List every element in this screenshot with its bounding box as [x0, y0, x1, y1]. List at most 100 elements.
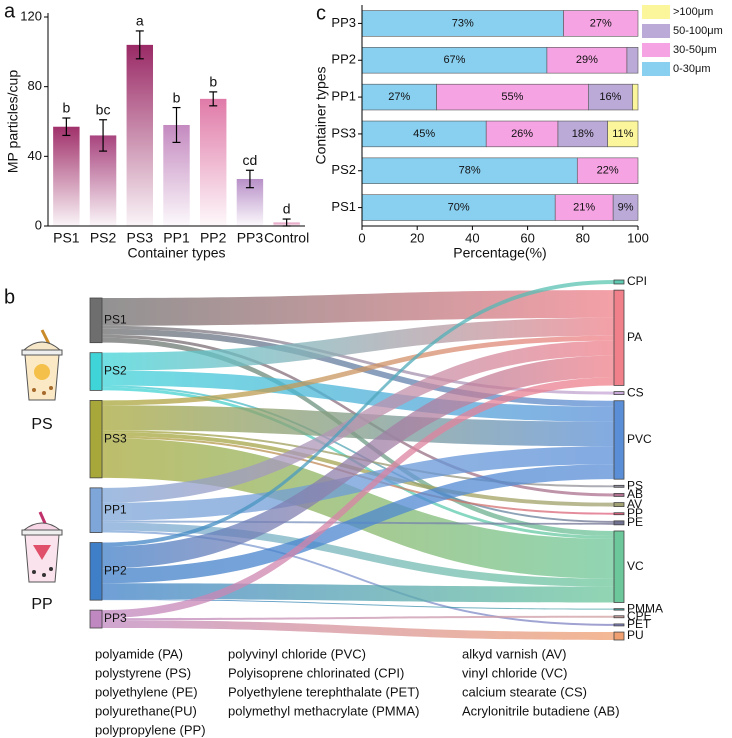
x-tick-label: PS1: [53, 230, 80, 246]
bar-value-label: 45%: [413, 128, 435, 140]
bar-segment: [436, 83, 589, 111]
sankey-link: [102, 280, 614, 547]
significance-letter: b: [209, 74, 217, 90]
source-label: PP1: [104, 502, 127, 516]
x-tick-label: 60: [520, 230, 534, 245]
abbreviation-note: polyurethane(PU): [95, 703, 197, 718]
error-bar: [99, 119, 108, 152]
significance-letter: a: [136, 13, 144, 29]
target-label: CPI: [627, 274, 647, 288]
target-label: AV: [627, 497, 642, 511]
y-tick-label: 80: [28, 78, 42, 93]
significance-letter: cd: [243, 152, 258, 168]
bar-segment: [361, 157, 578, 184]
target-node: [613, 631, 625, 641]
bar-segment: [546, 47, 628, 74]
x-tick-label: 40: [465, 230, 479, 245]
y-axis-title: Container types: [313, 66, 329, 164]
bar-segment: [632, 83, 639, 111]
source-node: [89, 542, 103, 601]
pp-cup-icon: [21, 511, 63, 583]
sankey-link: [102, 464, 614, 584]
target-node: [613, 400, 625, 480]
source-node: [89, 609, 103, 629]
legend-label: 50-100μm: [673, 25, 723, 37]
y-axis-title: MP particles/cup: [5, 70, 21, 173]
bar-segment: [361, 83, 437, 111]
target-node: [613, 279, 625, 285]
bar-value-label: 67%: [443, 54, 465, 66]
bar-segment: [612, 194, 639, 221]
y-tick-label: 0: [35, 217, 42, 232]
legend-label: 0-30μm: [673, 63, 711, 75]
panel-label: a: [4, 0, 16, 22]
target-node: [613, 615, 625, 619]
x-tick-label: PP3: [237, 230, 264, 246]
bar-segment: [563, 10, 639, 37]
target-label: PET: [627, 617, 651, 631]
error-bar: [245, 169, 254, 189]
source-label: PS3: [104, 431, 127, 445]
bar-segment: [557, 120, 608, 148]
sankey-link: [102, 290, 614, 326]
abbreviation-note: vinyl chloride (VC): [462, 665, 567, 680]
sankey-link: [102, 377, 614, 619]
target-node: [613, 289, 625, 386]
bar-value-label: 9%: [618, 201, 634, 213]
abbreviation-note: polyamide (PA): [95, 646, 183, 661]
abbreviation-note: polyvinyl chloride (PVC): [228, 646, 366, 661]
legend-label: >100μm: [673, 6, 713, 18]
source-node: [89, 400, 103, 479]
bar: [53, 126, 80, 226]
source-node: [89, 487, 103, 533]
x-tick-label: 0: [358, 230, 365, 245]
sankey-link: [102, 522, 614, 587]
group-label: PS: [31, 416, 52, 433]
target-label: PA: [627, 330, 642, 344]
target-node: [613, 623, 625, 627]
target-label: PS: [627, 478, 643, 492]
significance-letter: d: [283, 201, 291, 217]
significance-letter: b: [62, 100, 70, 116]
abbreviation-note: polypropylene (PP): [95, 722, 206, 737]
panel-label: c: [316, 2, 326, 24]
bar-segment: [588, 83, 633, 111]
x-tick-label: 80: [576, 230, 590, 245]
target-node: [613, 608, 625, 611]
legend-swatch: [642, 62, 670, 76]
significance-letter: bc: [96, 101, 111, 117]
legend-swatch: [642, 24, 670, 38]
abbreviation-note: polymethyl methacrylate (PMMA): [228, 703, 419, 718]
target-node: [613, 493, 625, 497]
source-node: [89, 297, 103, 344]
sankey-link: [102, 317, 614, 371]
bar-segment: [361, 10, 564, 37]
target-node: [613, 391, 625, 395]
y-tick-label: PS2: [331, 162, 356, 177]
abbreviation-note: calcium stearate (CS): [462, 684, 587, 699]
target-label: AB: [627, 487, 643, 501]
significance-letter: b: [173, 89, 181, 105]
x-tick-label: 20: [410, 230, 424, 245]
target-label: PMMA: [627, 601, 663, 615]
error-bar: [62, 117, 71, 137]
error-bar: [209, 91, 218, 107]
x-tick-label: PS3: [127, 230, 154, 246]
target-label: PVC: [627, 432, 652, 446]
bar: [126, 44, 154, 226]
target-node: [613, 484, 625, 488]
y-tick-label: PP2: [331, 52, 356, 67]
x-axis-title: Percentage(%): [453, 245, 546, 261]
abbreviation-note: polystyrene (PS): [95, 665, 191, 680]
x-tick-label: PS2: [90, 230, 117, 246]
abbreviation-note: Acrylonitrile butadiene (AB): [462, 703, 620, 718]
target-label: PE: [627, 515, 643, 529]
abbreviation-note: polyethylene (PE): [95, 684, 198, 699]
target-label: CPE: [627, 609, 652, 623]
y-tick-label: PS1: [331, 199, 356, 214]
bar-value-label: 78%: [459, 165, 481, 177]
x-tick-label: 100: [627, 230, 649, 245]
source-label: PP2: [104, 564, 127, 578]
sankey-link: [102, 355, 614, 569]
